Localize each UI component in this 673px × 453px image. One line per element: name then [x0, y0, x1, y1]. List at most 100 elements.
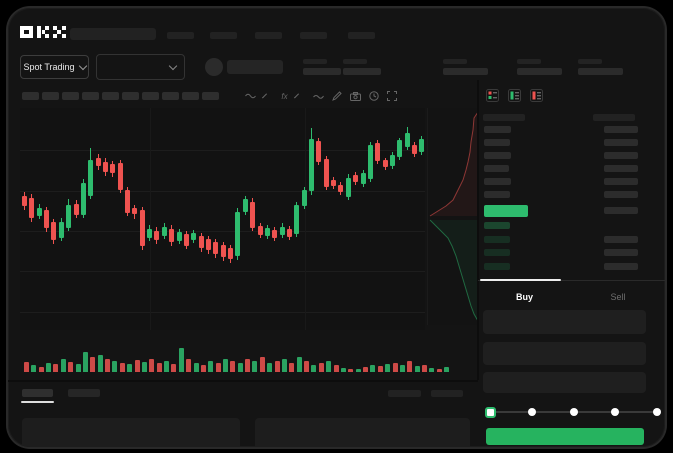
volume-bar	[259, 357, 265, 372]
timeframe-button-placeholder[interactable]	[122, 92, 139, 100]
nav-item-placeholder[interactable]	[255, 32, 282, 39]
line-icon[interactable]	[313, 92, 324, 100]
bottom-action-placeholder[interactable]	[431, 390, 463, 397]
depth-chart[interactable]	[427, 108, 478, 325]
candle-body	[323, 159, 329, 187]
timeframe-button-placeholder[interactable]	[82, 92, 99, 100]
volume-bar	[68, 362, 74, 372]
ask-price-placeholder	[484, 152, 511, 159]
slider-handle[interactable]	[484, 406, 496, 418]
book-asks-icon[interactable]	[530, 89, 543, 103]
pencil-icon[interactable]	[332, 91, 342, 101]
clock-icon[interactable]	[369, 91, 379, 101]
expand-icon[interactable]	[387, 91, 398, 101]
tab-sell[interactable]: Sell	[571, 292, 665, 302]
buy-submit-button[interactable]	[486, 428, 644, 445]
candle-body	[250, 202, 256, 228]
candlestick-chart[interactable]	[20, 108, 425, 330]
camera-icon[interactable]	[350, 91, 362, 101]
nav-item-placeholder[interactable]	[167, 32, 194, 39]
nav-item-placeholder[interactable]	[300, 32, 327, 39]
nav-item-placeholder[interactable]	[348, 32, 375, 39]
header-search-placeholder[interactable]	[70, 28, 156, 40]
bottom-action-placeholder[interactable]	[388, 390, 421, 397]
panel-divider	[477, 80, 479, 380]
candle-body	[228, 248, 234, 259]
ask-row[interactable]	[478, 178, 665, 188]
candle-body	[29, 198, 35, 218]
okx-logo[interactable]	[20, 25, 66, 39]
volume-bar	[208, 361, 214, 372]
timeframe-button-placeholder[interactable]	[102, 92, 119, 100]
market-type-selector[interactable]: Spot Trading	[20, 55, 89, 79]
amount-slider[interactable]	[482, 404, 665, 420]
chevron-down-icon[interactable]	[262, 93, 268, 99]
chevron-down-icon	[78, 61, 87, 71]
timeframe-button-placeholder[interactable]	[62, 92, 79, 100]
volume-bar	[274, 361, 280, 372]
timeframe-button-placeholder[interactable]	[22, 92, 39, 100]
candle-body	[117, 163, 123, 190]
volume-bar	[105, 359, 111, 372]
bid-row[interactable]	[478, 249, 665, 259]
bottom-tab-placeholder[interactable]	[68, 389, 100, 397]
bid-row[interactable]	[478, 222, 665, 232]
volume-bar	[46, 363, 52, 372]
chevron-down-icon[interactable]	[293, 93, 299, 99]
order-input-placeholder[interactable]	[483, 310, 646, 334]
candle-body	[301, 190, 307, 206]
timeframe-button-placeholder[interactable]	[142, 92, 159, 100]
book-combined-icon[interactable]	[486, 89, 499, 103]
slider-stop[interactable]	[611, 408, 620, 416]
bid-row[interactable]	[478, 262, 665, 273]
volume-bar	[399, 365, 405, 372]
volume-bar	[436, 369, 442, 372]
candle-body	[338, 185, 344, 192]
bid-price-placeholder	[484, 235, 510, 243]
volume-bars	[22, 334, 462, 372]
order-input-placeholder[interactable]	[483, 372, 646, 393]
volume-bar	[318, 363, 324, 372]
stat-label-placeholder	[303, 59, 327, 64]
candle-body	[235, 212, 241, 256]
pair-selector-dropdown[interactable]	[96, 54, 185, 80]
wave-icon[interactable]	[245, 92, 256, 100]
candle-body	[242, 199, 248, 212]
timeframe-button-placeholder[interactable]	[202, 92, 219, 100]
timeframe-button-placeholder[interactable]	[162, 92, 179, 100]
ask-row[interactable]	[478, 126, 665, 136]
candle-body	[36, 208, 42, 216]
timeframe-button-placeholder[interactable]	[182, 92, 199, 100]
tab-buy[interactable]: Buy	[478, 292, 571, 302]
book-bids-icon[interactable]	[508, 89, 521, 103]
candle-body	[102, 162, 108, 172]
order-input-placeholder[interactable]	[483, 342, 646, 365]
candle-body	[279, 227, 285, 235]
bottom-tab-placeholder[interactable]	[22, 389, 53, 397]
slider-stop[interactable]	[527, 408, 536, 416]
ask-row[interactable]	[478, 152, 665, 162]
ask-row[interactable]	[478, 139, 665, 149]
bid-row[interactable]	[478, 235, 665, 246]
candle-body	[331, 180, 337, 186]
ask-row[interactable]	[478, 191, 665, 201]
candle-body	[367, 145, 373, 179]
slider-stop[interactable]	[569, 408, 578, 416]
candle-body	[412, 145, 418, 154]
candle-body	[73, 204, 79, 215]
candle-body	[132, 208, 138, 214]
ask-amount-placeholder	[604, 126, 638, 133]
bid-price-placeholder	[484, 222, 510, 229]
volume-bar	[75, 364, 81, 372]
timeframe-button-placeholder[interactable]	[42, 92, 59, 100]
stat-value-placeholder	[517, 68, 562, 75]
ask-row[interactable]	[478, 165, 665, 175]
last-price-badge[interactable]	[484, 205, 528, 217]
fx-icon[interactable]: fx	[281, 91, 288, 101]
orderbook-header-left	[483, 114, 525, 121]
nav-item-placeholder[interactable]	[210, 32, 237, 39]
volume-bar	[97, 355, 103, 372]
slider-stop[interactable]	[653, 408, 661, 416]
bid-amount-placeholder	[604, 249, 638, 256]
